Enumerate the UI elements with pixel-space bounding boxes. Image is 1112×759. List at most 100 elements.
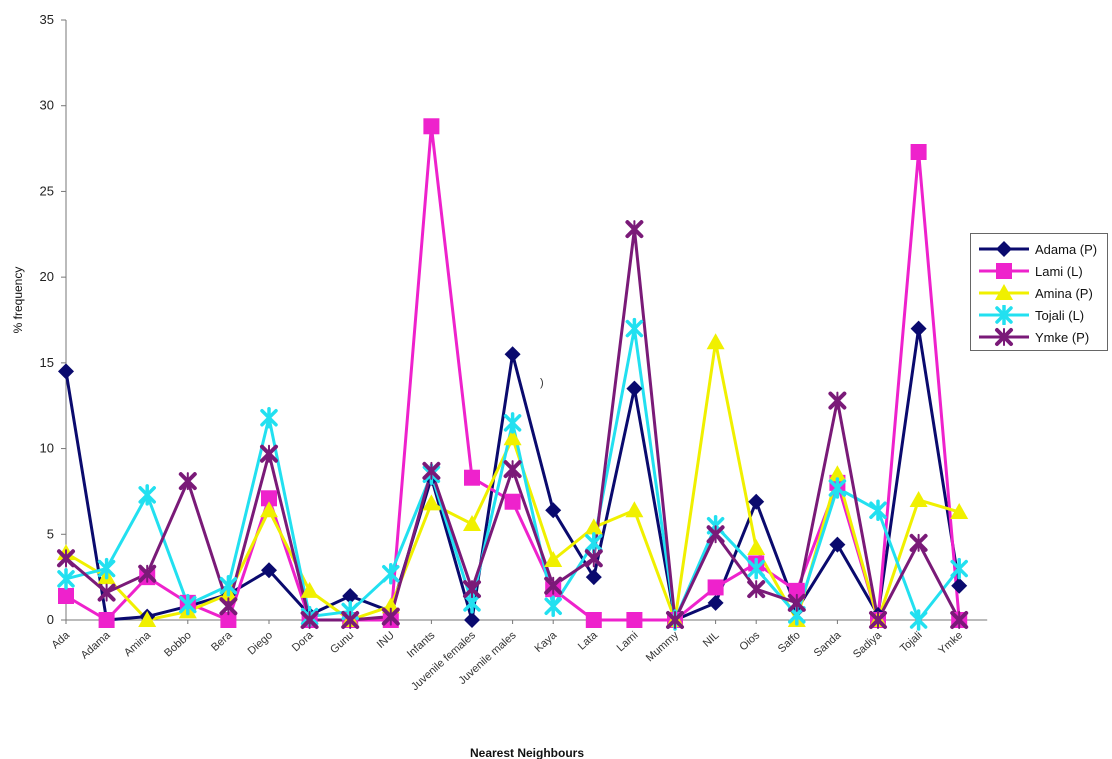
data-point-series-1 [707, 594, 724, 611]
data-point-series-1 [58, 363, 74, 380]
x-tick-label: Diego [246, 629, 275, 657]
data-point-series-4 [869, 499, 887, 522]
data-point-series-3 [950, 503, 969, 519]
data-point-series-5 [747, 580, 766, 599]
data-point-series-2 [220, 612, 237, 628]
x-tick-label: Gunu [328, 629, 356, 656]
data-point-series-4 [97, 557, 116, 580]
data-point-series-5 [544, 576, 563, 595]
y-axis-title: % frequency [11, 267, 25, 334]
data-point-series-2 [585, 612, 602, 628]
data-point-series-4 [544, 595, 562, 618]
data-point-series-2 [707, 579, 724, 596]
data-point-series-5 [422, 461, 441, 480]
data-point-series-4 [503, 412, 522, 434]
data-point-series-3 [828, 465, 847, 482]
data-point-series-5 [57, 549, 75, 568]
legend-swatch [979, 263, 1029, 279]
data-point-series-1 [748, 493, 765, 510]
legend-swatch [979, 241, 1029, 257]
data-point-series-1 [626, 380, 643, 397]
data-point-series-4 [382, 562, 400, 585]
data-point-series-5 [341, 611, 360, 629]
data-point-series-1 [504, 346, 521, 363]
data-point-series-3 [625, 501, 644, 518]
data-point-series-2 [626, 612, 643, 628]
x-tick-label: INU [375, 629, 397, 651]
x-tick-label: Ada [49, 629, 72, 652]
legend-label: Ymke (P) [1035, 329, 1090, 345]
y-tick-label: 5 [47, 526, 54, 541]
x-tick-label: Lata [576, 629, 601, 653]
data-point-series-1 [829, 536, 846, 553]
data-point-series-5 [950, 611, 969, 629]
data-point-series-5 [138, 564, 157, 583]
x-tick-label: Kaya [533, 629, 560, 655]
x-tick-label: NIL [701, 629, 722, 649]
legend-swatch [979, 305, 1029, 325]
data-point-series-3 [138, 611, 157, 627]
series-line-3 [65, 340, 960, 622]
data-point-series-3 [463, 515, 481, 531]
y-tick-label: 0 [47, 612, 54, 627]
stray-mark: ) [540, 377, 544, 389]
legend-label: Lami (L) [1035, 263, 1083, 279]
legend-item: Ymke (P) [977, 327, 1089, 347]
data-point-series-4 [909, 609, 928, 631]
series-markers [57, 118, 969, 631]
data-point-series-4 [950, 557, 968, 580]
y-tick-label: 10 [40, 441, 54, 456]
data-point-series-4 [625, 317, 644, 340]
y-tick-label: 30 [40, 98, 54, 113]
data-point-series-4 [179, 593, 197, 616]
legend-item: Amina (P) [977, 283, 1093, 303]
data-point-series-5 [706, 525, 725, 544]
data-point-series-1 [910, 320, 927, 337]
data-point-series-5 [828, 391, 847, 410]
data-point-series-5 [625, 220, 644, 239]
data-point-series-5 [300, 611, 319, 629]
x-tick-label: Mummy [644, 629, 681, 664]
legend-swatch-marker [996, 263, 1012, 279]
x-tick-label: Tojali [898, 629, 925, 655]
data-point-series-5 [909, 533, 928, 552]
data-point-series-3 [747, 539, 766, 555]
data-point-series-1 [951, 577, 968, 594]
data-point-series-2 [261, 490, 277, 507]
data-point-series-3 [909, 491, 928, 507]
data-point-series-2 [910, 144, 927, 160]
legend-swatch-marker [996, 241, 1012, 257]
data-point-series-3 [706, 333, 725, 350]
legend-item: Adama (P) [977, 239, 1097, 259]
legend-label: Tojali (L) [1035, 307, 1085, 323]
data-point-series-4 [585, 532, 603, 554]
series-line-2 [65, 124, 961, 622]
data-point-series-3 [260, 501, 278, 518]
series-lines [64, 124, 961, 622]
data-point-series-4 [747, 557, 765, 580]
legend: Adama (P) Lami (L) Amina (P) Tojali (L) Ymke… [970, 233, 1108, 351]
data-point-series-5 [666, 611, 684, 629]
x-tick-labels: Ada Adama Amina Bobbo Bera Diego Dora Gunu INU In… [49, 620, 965, 693]
x-tick-label: Sanda [812, 629, 844, 660]
legend-swatch-marker [995, 328, 1013, 346]
x-tick-label: Amina [122, 629, 154, 659]
x-tick-label: Oios [737, 629, 762, 653]
x-tick-label: Infants [405, 629, 438, 660]
data-point-series-5 [869, 611, 887, 629]
x-tick-label: Ymke [936, 629, 965, 657]
data-point-series-4 [828, 477, 847, 499]
data-point-series-3 [300, 581, 319, 598]
legend-label: Amina (P) [1035, 285, 1093, 301]
data-point-series-3 [503, 429, 522, 446]
data-point-series-5 [463, 580, 481, 599]
data-point-series-4 [138, 484, 156, 506]
data-point-series-2 [504, 493, 521, 510]
data-point-series-4 [219, 574, 238, 597]
x-tick-label: Bobbo [162, 629, 194, 659]
legend-item: Lami (L) [977, 261, 1083, 281]
x-tick-label: Saffo [776, 629, 803, 655]
y-tick-label: 15 [40, 355, 54, 370]
data-point-series-4 [260, 406, 278, 429]
x-tick-label: Bera [209, 629, 235, 654]
